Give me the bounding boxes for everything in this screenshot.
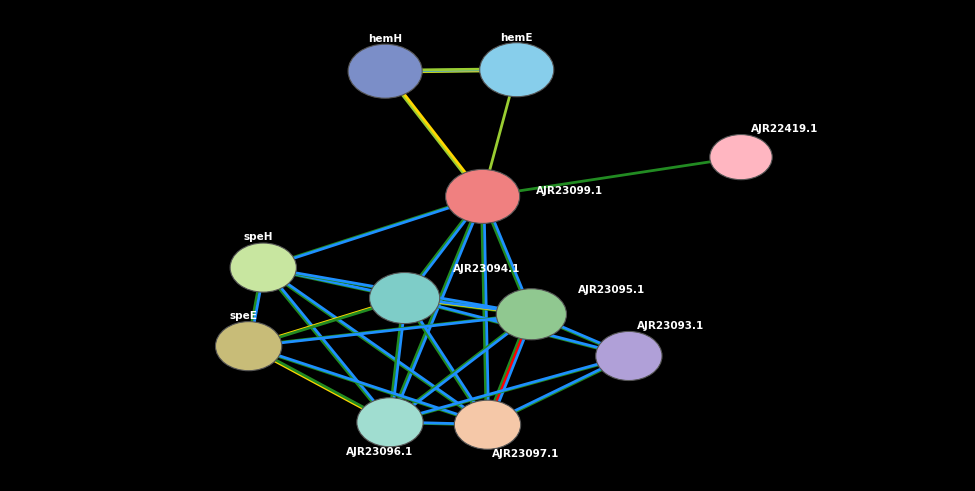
Ellipse shape (596, 331, 662, 381)
Ellipse shape (370, 273, 440, 324)
Text: AJR23096.1: AJR23096.1 (346, 447, 413, 457)
Text: hemH: hemH (369, 34, 402, 44)
Text: speH: speH (244, 232, 273, 242)
Ellipse shape (230, 243, 296, 292)
Text: AJR23097.1: AJR23097.1 (492, 449, 560, 459)
Text: AJR23095.1: AJR23095.1 (578, 285, 645, 295)
Ellipse shape (348, 44, 422, 98)
Ellipse shape (480, 43, 554, 97)
Ellipse shape (446, 169, 520, 223)
Text: AJR23094.1: AJR23094.1 (453, 264, 521, 273)
Ellipse shape (496, 289, 566, 340)
Ellipse shape (710, 135, 772, 180)
Ellipse shape (215, 322, 282, 371)
Text: AJR22419.1: AJR22419.1 (751, 124, 818, 134)
Text: speE: speE (230, 311, 257, 321)
Text: AJR23093.1: AJR23093.1 (637, 321, 704, 330)
Text: AJR23099.1: AJR23099.1 (536, 187, 604, 196)
Ellipse shape (454, 400, 521, 449)
Text: hemE: hemE (500, 33, 533, 43)
Ellipse shape (357, 398, 423, 447)
